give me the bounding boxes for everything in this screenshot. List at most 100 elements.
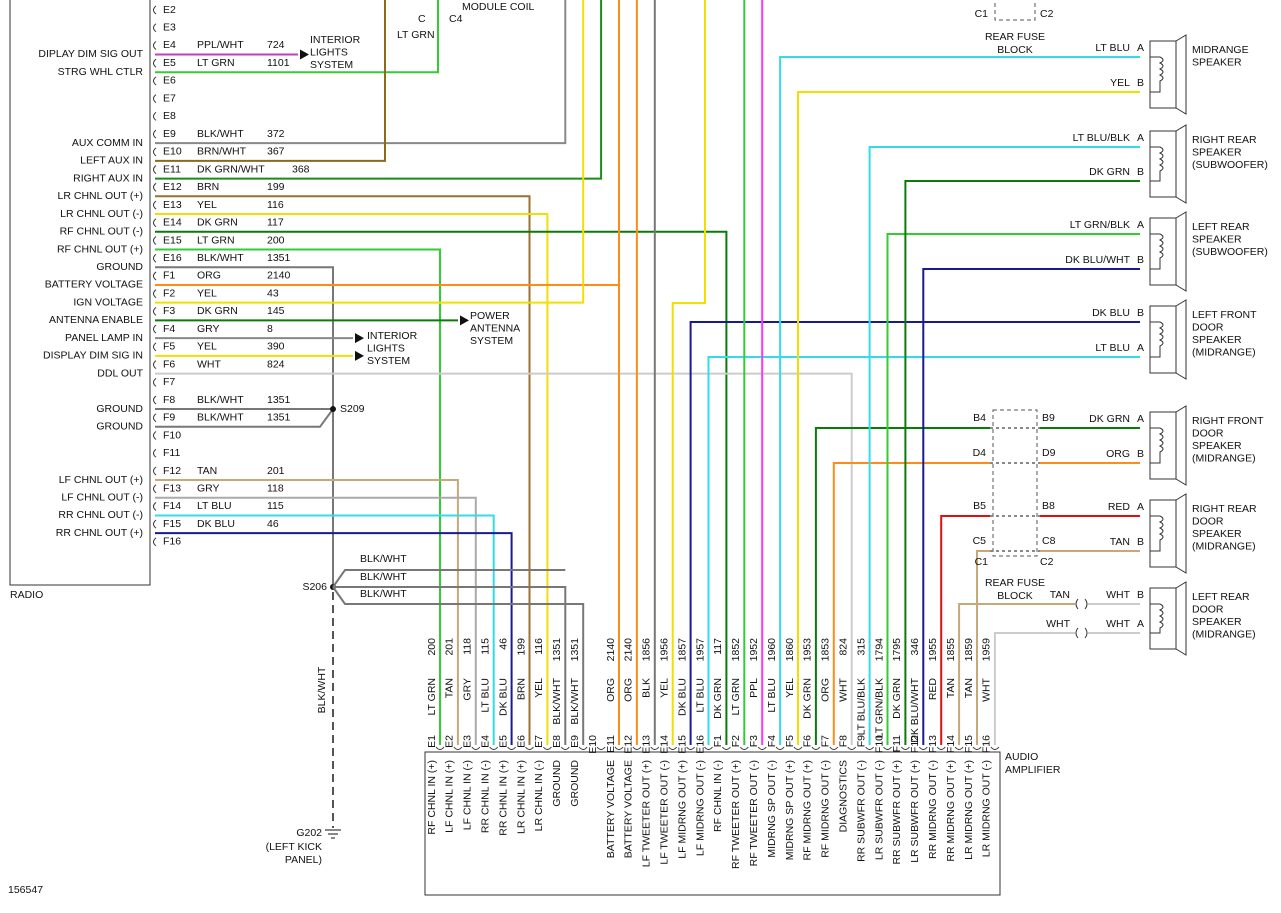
circuit-number: 824 <box>267 358 285 370</box>
speaker-label: (MIDRANGE) <box>1192 346 1256 358</box>
circuit-number: 372 <box>267 128 285 140</box>
wire-color: TAN <box>197 465 217 477</box>
pin-notch <box>153 165 157 174</box>
radio-pin: E5 <box>163 57 176 69</box>
connector-pin: C8 <box>1042 535 1056 547</box>
splice-wire-color: BLK/WHT <box>360 588 407 600</box>
circuit-number: 1857 <box>676 638 688 662</box>
radio-pin: E13 <box>163 199 182 211</box>
radio-wire <box>155 372 853 745</box>
wire-color: LT BLU <box>694 678 706 713</box>
amplifier-pin: E15 <box>676 735 688 754</box>
wire-color: LT GRN/BLK <box>1070 219 1130 231</box>
wire-color: ORG <box>820 678 832 702</box>
callout-label: POWER <box>470 310 510 322</box>
speaker-cone <box>1175 124 1187 204</box>
fuse-block <box>994 0 1036 21</box>
circuit-number: 1959 <box>981 638 993 662</box>
amplifier-pin: E16 <box>694 735 706 754</box>
radio-signal: PANEL LAMP IN <box>65 332 143 344</box>
pin-notch <box>153 519 157 529</box>
amplifier-pin: F14 <box>945 735 957 753</box>
amplifier-function: RR CHNL IN (-) <box>479 760 491 833</box>
speaker-pin: A <box>1137 42 1144 54</box>
amplifier-wire <box>922 268 1140 745</box>
circuit-number: 200 <box>267 234 285 246</box>
pin-notch <box>578 746 588 750</box>
wire-color: TAN <box>963 678 975 698</box>
pin-notch <box>757 746 767 750</box>
circuit-number: 1351 <box>551 638 563 662</box>
radio-pin: E8 <box>163 110 176 122</box>
fuse-block-label: BLOCK <box>997 44 1033 56</box>
wire-color: RED <box>927 678 939 701</box>
pin-notch <box>471 746 481 750</box>
radio-label: RADIO <box>10 589 43 601</box>
speaker-label: (MIDRANGE) <box>1192 452 1256 464</box>
radio-wire <box>155 230 728 745</box>
circuit-number: 1952 <box>748 638 760 662</box>
amplifier-wire <box>707 356 1140 745</box>
circuit-number: 1855 <box>945 638 957 662</box>
amplifier-pin: E8 <box>551 735 563 748</box>
radio-pin: F13 <box>163 482 181 494</box>
arrow-head <box>300 49 309 60</box>
circuit-number: 1351 <box>569 638 581 662</box>
pin-notch <box>972 746 982 750</box>
pin-notch <box>153 58 157 68</box>
amplifier-function: GROUND <box>551 760 563 807</box>
circuit-number: 1852 <box>730 638 742 662</box>
wire-color: WHT <box>981 677 993 701</box>
radio-signal: RR CHNL OUT (-) <box>58 509 143 521</box>
splice-label: S209 <box>340 403 365 415</box>
circuit-number: 1853 <box>820 638 832 662</box>
wire-color: BLK/WHT <box>197 252 244 264</box>
circuit-number: 824 <box>837 638 849 656</box>
pin-notch <box>775 746 785 750</box>
speaker-body <box>1149 411 1177 480</box>
radio-wire <box>155 0 567 145</box>
splice-wire <box>333 586 567 745</box>
fuse-block-label: REAR FUSE <box>985 31 1045 43</box>
radio-signal: IGN VOLTAGE <box>73 296 143 308</box>
callout-label: INTERIOR <box>310 34 361 46</box>
pin-notch <box>507 746 516 750</box>
speaker-label: DOOR <box>1192 321 1224 333</box>
wire-color: LT BLU <box>1095 42 1130 54</box>
wire-color: BRN/WHT <box>197 146 247 158</box>
pin-notch <box>153 5 157 15</box>
pin-notch <box>918 746 928 750</box>
radio-pin: F11 <box>163 447 180 459</box>
amplifier-wire <box>976 550 990 745</box>
radio-signal: LEFT AUX IN <box>80 155 143 167</box>
speaker-label: LEFT REAR <box>1192 591 1250 603</box>
amplifier-function: RF MIDRNG OUT (+) <box>802 760 814 860</box>
arrow-head <box>355 333 364 344</box>
radio-pin: F5 <box>163 341 175 353</box>
fuse-block-label: REAR FUSE <box>985 577 1045 589</box>
pin-notch <box>153 218 157 228</box>
radio-signal: RR CHNL OUT (+) <box>56 527 143 539</box>
ground-label: G202 <box>296 827 322 839</box>
wire-color: YEL <box>533 678 545 698</box>
amplifier-function: RR SUBWFR OUT (-) <box>855 760 867 862</box>
pin-notch <box>793 746 803 750</box>
radio-signal: STRG WHL CTLR <box>58 66 144 78</box>
pin-notch <box>435 746 445 750</box>
connector-pin: B8 <box>1042 500 1055 512</box>
pin-notch <box>614 746 624 750</box>
wire-color: LT BLU <box>197 500 232 512</box>
amplifier-function: LR SUBWFR OUT (+) <box>909 760 921 863</box>
splice-wire-color: BLK/WHT <box>360 571 407 583</box>
callout-label: ANTENNA <box>470 322 520 334</box>
callout-label: SYSTEM <box>310 59 353 71</box>
amplifier-pin: E10 <box>587 735 599 754</box>
wire-color: LT BLU <box>479 678 491 713</box>
circuit-number: 367 <box>267 146 285 158</box>
ground-wire-color: BLK/WHT <box>316 666 328 713</box>
pin-notch <box>153 253 157 263</box>
wire-color: PPL/WHT <box>197 39 244 51</box>
radio-pin: E11 <box>163 163 181 175</box>
fuse-block-label: BLOCK <box>997 590 1033 602</box>
circuit-number: 1351 <box>267 394 291 406</box>
